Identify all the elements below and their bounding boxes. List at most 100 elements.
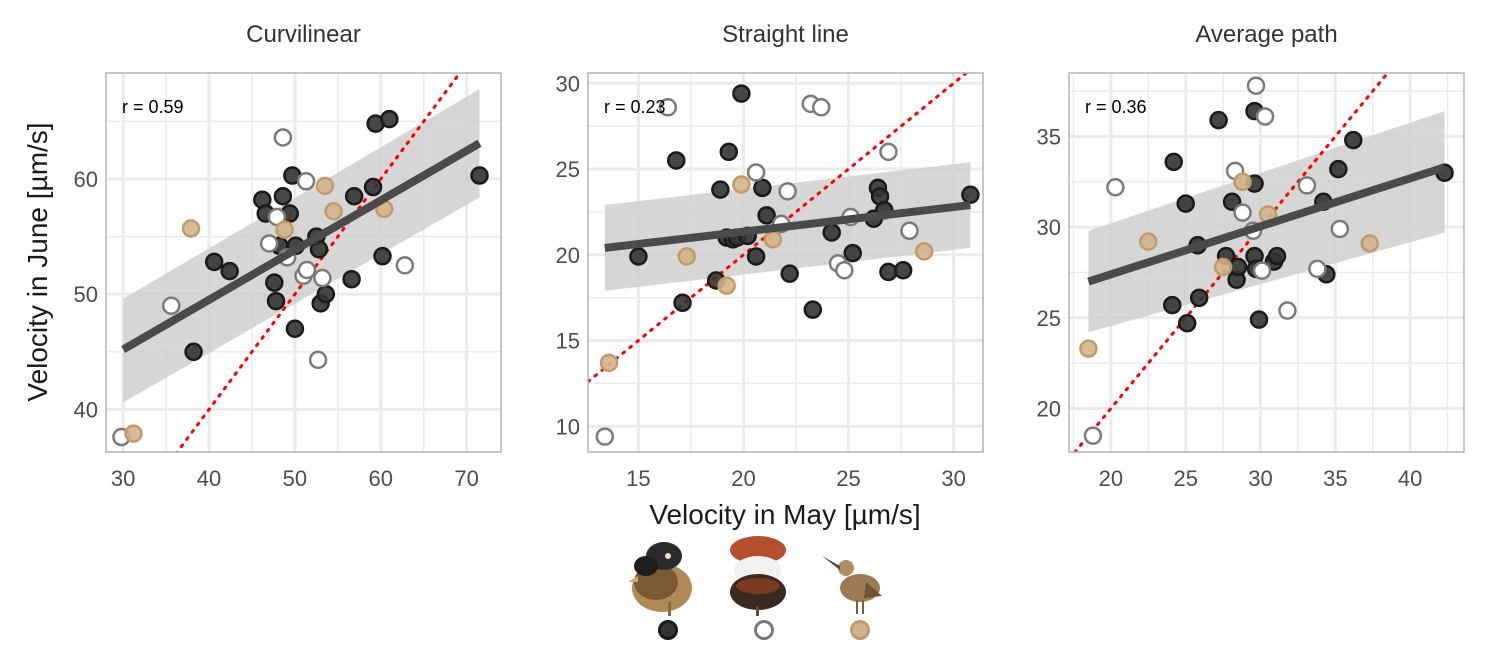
legend-key-open-circle bbox=[754, 620, 774, 640]
data-point-tan bbox=[1079, 339, 1098, 358]
x-tick-label: 30 bbox=[941, 466, 965, 491]
data-point-dark bbox=[1249, 310, 1269, 329]
data-point-dark bbox=[732, 84, 751, 103]
y-tick-label: 30 bbox=[1037, 215, 1061, 240]
x-tick-label: 20 bbox=[731, 466, 755, 491]
y-tick-label: 20 bbox=[1037, 396, 1061, 421]
data-point-dark bbox=[1164, 152, 1183, 172]
data-point-tan bbox=[315, 176, 335, 196]
panel-3: Average path r = 0.36 20 25 30 35 40 20 25 30 35 bbox=[1037, 21, 1465, 491]
data-point-tan bbox=[324, 201, 343, 221]
regression-line bbox=[1087, 163, 1446, 286]
data-point-dark bbox=[746, 247, 766, 266]
data-point-dark bbox=[843, 243, 862, 263]
data-point-tan bbox=[1233, 172, 1252, 192]
data-point-dark bbox=[666, 151, 686, 170]
data-point-dark bbox=[363, 177, 383, 197]
panel-border bbox=[587, 72, 984, 453]
data-point-dark bbox=[893, 260, 913, 280]
ruff-dark-male-icon bbox=[628, 542, 692, 616]
data-point-tan bbox=[1213, 257, 1233, 277]
data-point-dark bbox=[1176, 194, 1195, 213]
x-tick-label: 70 bbox=[454, 466, 478, 491]
data-point-dark bbox=[316, 284, 336, 304]
y-tick-label: 25 bbox=[556, 157, 580, 182]
data-point-dark bbox=[1329, 159, 1348, 179]
data-point-dark bbox=[309, 240, 329, 259]
data-point-dark bbox=[961, 185, 980, 205]
y-tick-label: 30 bbox=[556, 71, 580, 96]
data-point-dark bbox=[1177, 313, 1197, 333]
data-point-tan bbox=[732, 175, 751, 194]
plot-area bbox=[112, 73, 489, 452]
data-point-dark bbox=[822, 223, 841, 242]
data-point-tan bbox=[1360, 234, 1379, 253]
data-point-open bbox=[595, 427, 615, 446]
panel-border bbox=[105, 72, 502, 453]
data-point-dark bbox=[470, 166, 489, 185]
data-point-dark bbox=[285, 319, 305, 338]
data-point-open bbox=[313, 268, 332, 288]
data-point-open bbox=[273, 128, 293, 147]
panel-1: Curvilinear r = 0.59 30 40 50 60 70 40 50 60 bbox=[74, 21, 502, 491]
x-tick-label: 20 bbox=[1099, 466, 1123, 491]
data-point-open bbox=[658, 98, 678, 117]
data-point-dark bbox=[373, 246, 392, 266]
data-point-tan bbox=[275, 220, 294, 239]
x-tick-label: 40 bbox=[1398, 466, 1422, 491]
data-point-open bbox=[162, 296, 181, 315]
data-point-dark bbox=[184, 342, 203, 362]
data-point-open bbox=[835, 260, 854, 280]
correlation-label: r = 0.23 bbox=[604, 97, 666, 117]
y-tick-label: 15 bbox=[556, 329, 580, 354]
y-tick-label: 50 bbox=[74, 282, 98, 307]
data-point-dark bbox=[266, 291, 286, 311]
data-point-open bbox=[1252, 261, 1272, 280]
legend-item-tan bbox=[812, 534, 892, 646]
data-point-dark bbox=[1222, 192, 1242, 212]
data-point-dark bbox=[629, 247, 648, 266]
data-point-dark bbox=[273, 187, 293, 206]
data-point-open bbox=[778, 182, 797, 201]
legend-item-dark bbox=[620, 534, 700, 646]
data-point-dark bbox=[1267, 246, 1287, 266]
data-point-tan bbox=[717, 276, 736, 295]
data-point-open bbox=[296, 172, 316, 191]
y-tick-label: 25 bbox=[1037, 306, 1061, 331]
data-point-dark bbox=[673, 293, 692, 313]
data-point-dark bbox=[1228, 257, 1248, 277]
data-point-open bbox=[1083, 426, 1103, 445]
data-point-dark bbox=[220, 261, 239, 281]
legend-key-tan-circle bbox=[850, 620, 870, 640]
ruff-white-male-icon bbox=[730, 536, 786, 616]
data-point-open bbox=[395, 256, 415, 275]
x-tick-label: 30 bbox=[111, 466, 135, 491]
data-point-dark bbox=[803, 300, 823, 319]
y-tick-label: 20 bbox=[556, 243, 580, 268]
data-point-open bbox=[1278, 301, 1297, 320]
data-point-dark bbox=[1162, 295, 1182, 315]
data-point-open bbox=[900, 221, 919, 241]
y-tick-label: 10 bbox=[556, 414, 580, 439]
data-point-dark bbox=[1189, 288, 1209, 308]
legend-item-open bbox=[716, 534, 796, 646]
x-tick-label: 25 bbox=[1173, 466, 1197, 491]
panel-title: Curvilinear bbox=[246, 21, 361, 48]
panel-border bbox=[1068, 72, 1465, 453]
data-point-open bbox=[308, 350, 328, 370]
data-point-tan bbox=[124, 424, 143, 443]
data-point-tan bbox=[677, 247, 696, 266]
plot-area bbox=[1073, 73, 1454, 452]
x-tick-label: 60 bbox=[369, 466, 393, 491]
data-point-dark bbox=[711, 180, 730, 199]
y-axis-title: Velocity in June [µm/s] bbox=[22, 122, 53, 401]
data-point-open bbox=[1106, 177, 1125, 197]
data-point-open bbox=[746, 163, 766, 182]
data-point-open bbox=[259, 234, 279, 253]
data-point-open bbox=[1246, 76, 1266, 95]
data-point-tan bbox=[914, 242, 934, 261]
data-point-dark bbox=[344, 187, 364, 206]
data-point-open bbox=[1255, 107, 1275, 126]
y-tick-label: 35 bbox=[1037, 124, 1061, 149]
